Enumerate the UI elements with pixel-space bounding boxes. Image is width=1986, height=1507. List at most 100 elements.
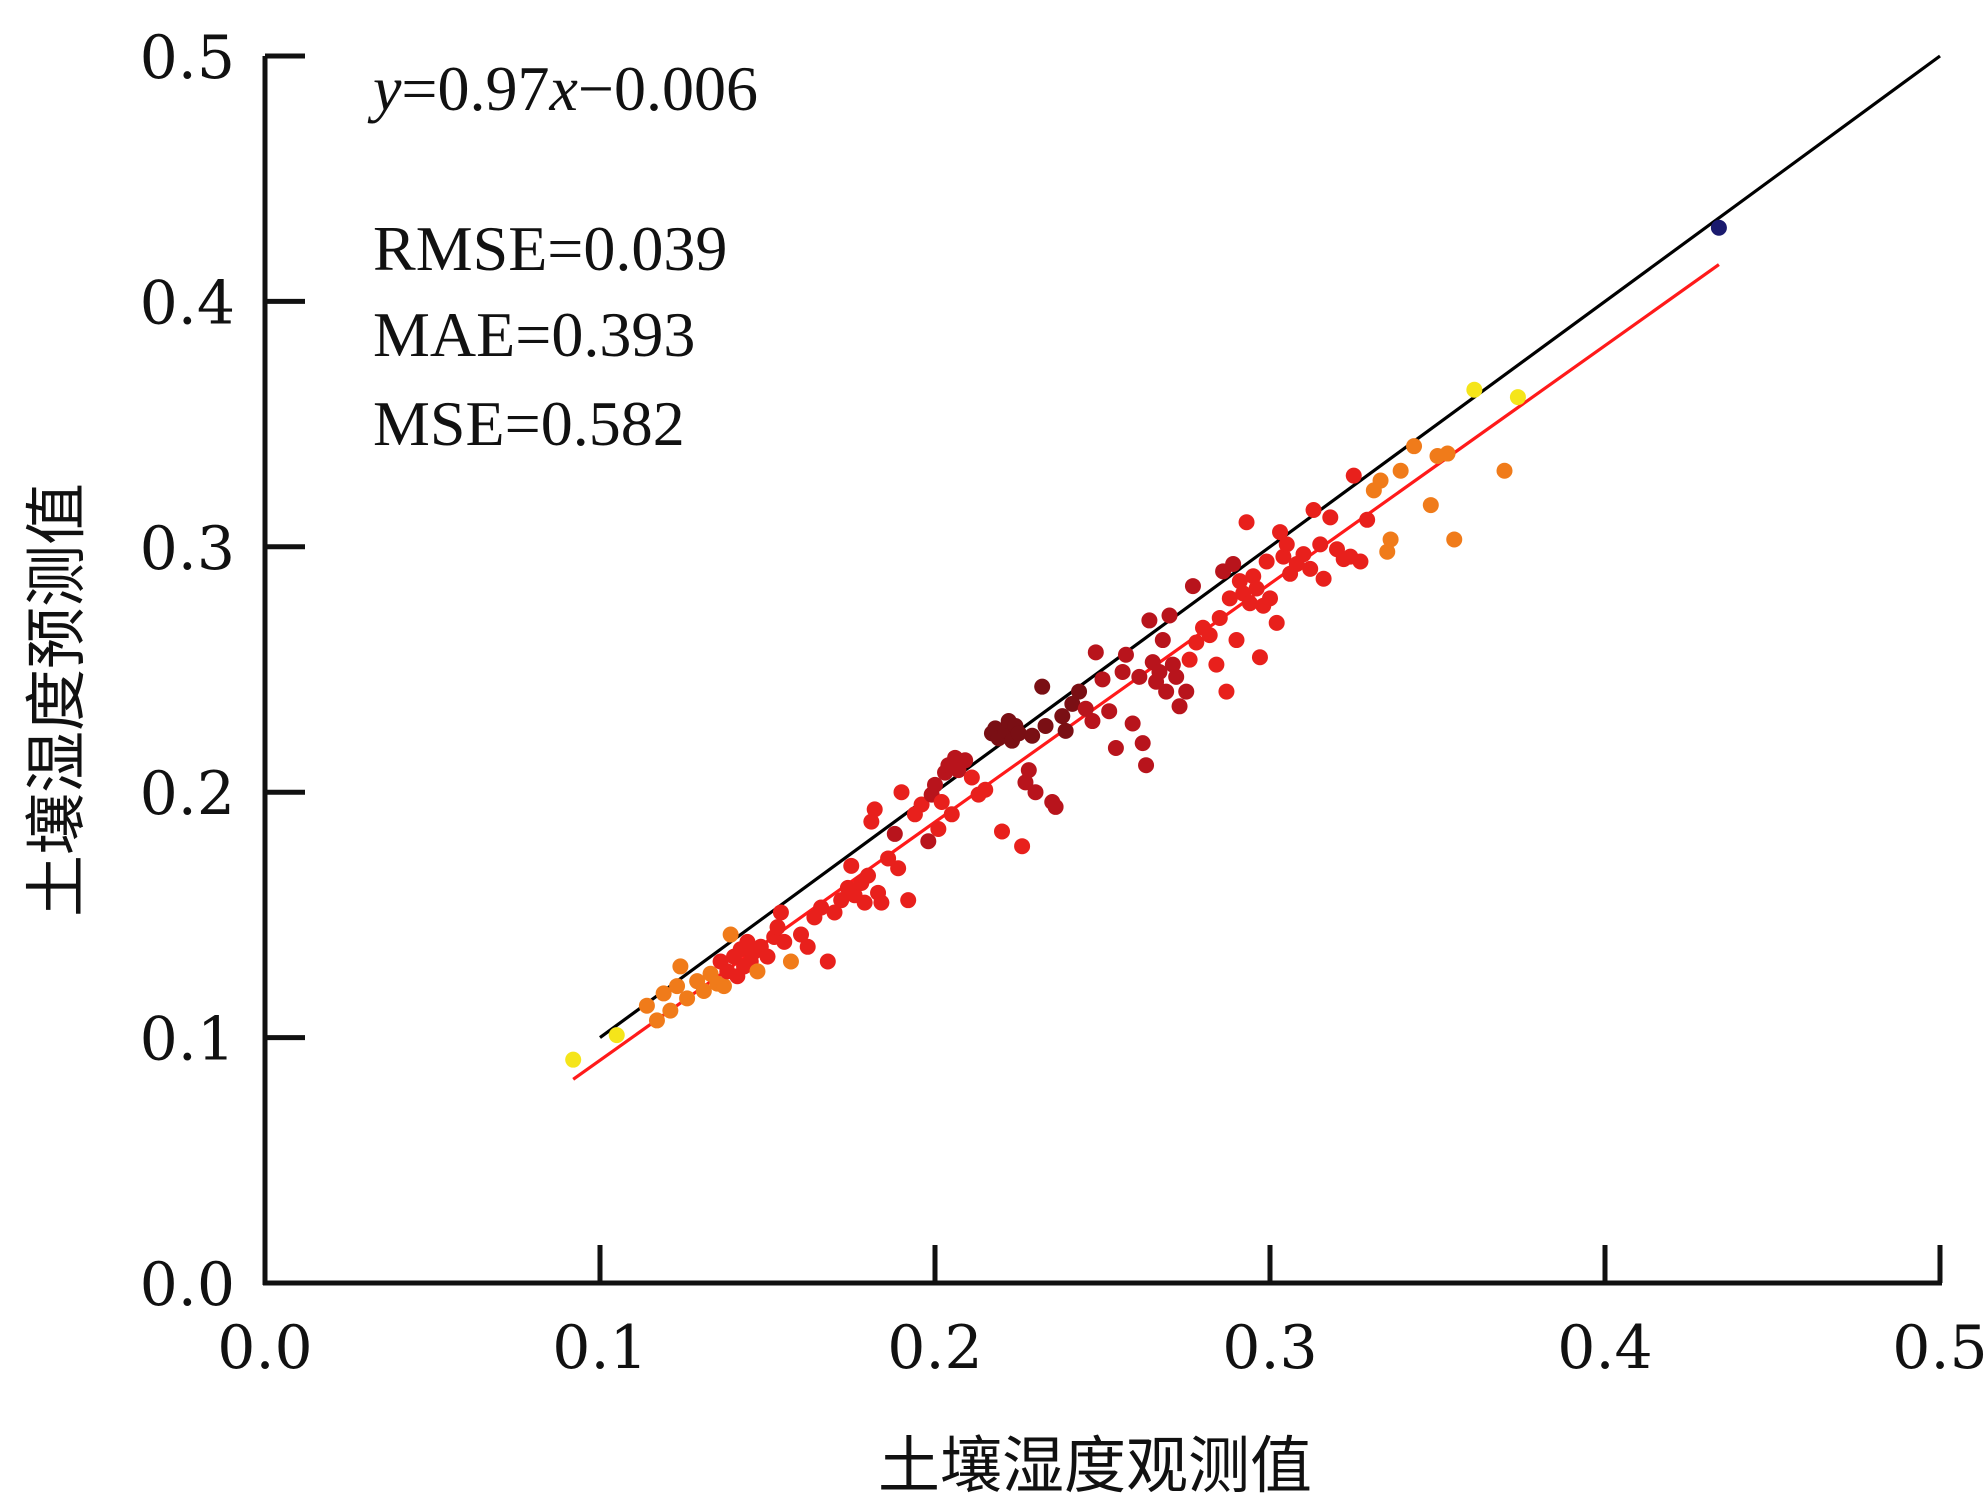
data-point	[1422, 497, 1439, 514]
data-point	[1141, 612, 1158, 629]
data-point	[662, 1002, 679, 1019]
data-point	[957, 752, 974, 769]
data-point	[886, 825, 903, 842]
data-point	[1221, 590, 1238, 607]
data-point	[1178, 683, 1195, 700]
data-point	[1084, 713, 1101, 730]
data-point	[1322, 509, 1339, 526]
data-point	[1345, 467, 1362, 484]
data-point	[1372, 472, 1389, 489]
data-point	[893, 784, 910, 801]
data-point	[977, 781, 994, 798]
data-point	[1138, 757, 1155, 774]
data-point	[1184, 578, 1201, 595]
data-point	[930, 821, 947, 838]
data-point	[927, 776, 943, 793]
x-tick-label: 0.3	[1222, 1313, 1317, 1383]
data-point	[863, 813, 880, 830]
data-point	[819, 953, 836, 970]
data-point	[1208, 656, 1225, 673]
data-point	[1218, 683, 1235, 700]
data-point	[1245, 568, 1262, 585]
data-point	[769, 919, 786, 936]
data-point	[913, 796, 930, 813]
x-ticks: 0.0 0.1 0.2 0.3 0.4 0.5	[217, 1245, 1986, 1383]
y-tick-label: 0.0	[140, 1250, 235, 1320]
data-point	[933, 794, 950, 811]
data-point	[1064, 695, 1081, 712]
data-point	[866, 801, 883, 818]
data-point	[1241, 595, 1258, 612]
data-point	[1087, 644, 1104, 661]
data-point	[880, 850, 897, 867]
data-point	[1047, 798, 1064, 815]
y-tick-label: 0.5	[140, 23, 235, 93]
data-point	[1238, 514, 1255, 531]
data-point	[1024, 727, 1041, 744]
annotations: y=0.97x−0.006 RMSE=0.039 MAE=0.393 MSE=0…	[367, 53, 758, 459]
data-point	[1168, 668, 1185, 685]
data-point	[1446, 531, 1463, 548]
data-point	[1151, 663, 1168, 680]
data-point	[1305, 501, 1322, 518]
mae-label: MAE=0.393	[373, 299, 695, 370]
data-point	[749, 963, 766, 980]
data-point	[608, 1027, 625, 1044]
data-point	[1466, 381, 1483, 398]
data-point	[655, 985, 672, 1002]
data-point	[994, 823, 1010, 840]
data-point	[1124, 715, 1141, 732]
data-point	[1014, 838, 1031, 855]
identity-line	[599, 54, 1941, 1039]
data-point	[679, 990, 696, 1007]
data-point	[943, 806, 960, 823]
data-point	[1268, 614, 1285, 631]
data-point	[1295, 546, 1312, 563]
data-point	[669, 978, 686, 995]
x-tick-label: 0.2	[887, 1313, 982, 1383]
data-point	[1077, 700, 1094, 717]
x-tick-label: 0.4	[1557, 1313, 1652, 1383]
data-point	[900, 892, 917, 909]
data-point	[1496, 462, 1513, 479]
data-point	[776, 933, 793, 950]
data-point	[1201, 627, 1218, 644]
data-point	[1382, 531, 1399, 548]
data-point	[648, 1012, 665, 1029]
data-point	[1275, 548, 1292, 565]
y-tick-label: 0.4	[140, 268, 235, 338]
data-point	[1710, 219, 1727, 236]
data-point	[759, 948, 776, 965]
data-point	[1034, 678, 1051, 695]
data-point	[1302, 560, 1319, 577]
axes	[262, 56, 1942, 1286]
data-point	[860, 867, 876, 884]
data-point	[1231, 573, 1248, 590]
data-point	[1272, 524, 1289, 541]
equation-intercept: −0.006	[578, 53, 758, 124]
data-point	[1158, 683, 1175, 700]
data-point	[1211, 609, 1228, 626]
data-point	[1251, 649, 1268, 666]
data-point	[1027, 784, 1044, 801]
data-point	[1315, 570, 1332, 587]
data-point	[1057, 722, 1074, 739]
data-point	[1171, 698, 1188, 715]
data-point	[782, 953, 799, 970]
equation-slope: =0.97	[401, 53, 549, 124]
data-point	[1248, 580, 1265, 597]
x-tick-label: 0.0	[217, 1313, 312, 1383]
data-point	[1406, 438, 1423, 455]
y-tick-label: 0.2	[140, 759, 235, 829]
data-point	[833, 892, 850, 909]
y-tick-label: 0.3	[140, 514, 235, 584]
data-point	[826, 904, 843, 921]
data-point	[1181, 651, 1198, 668]
data-point	[1020, 762, 1037, 779]
data-point	[963, 769, 980, 786]
data-point	[1154, 632, 1171, 649]
data-point	[1114, 663, 1131, 680]
data-point	[1054, 708, 1071, 725]
data-point	[920, 833, 937, 850]
